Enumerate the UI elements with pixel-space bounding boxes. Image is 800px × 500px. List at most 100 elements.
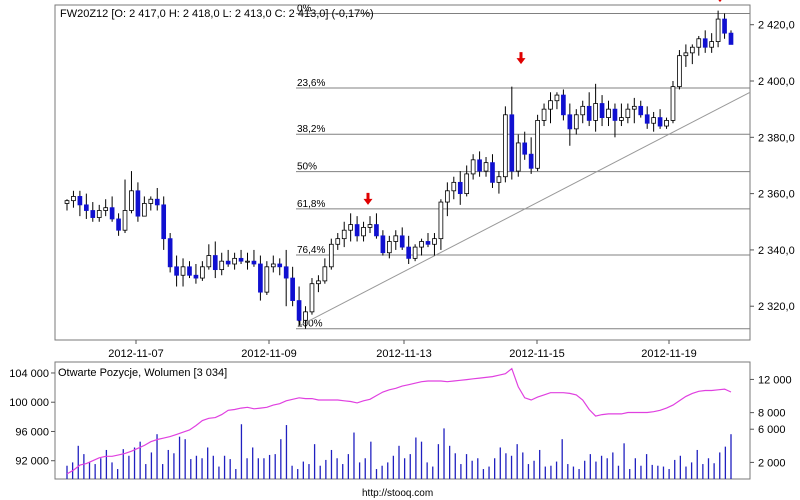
- price-panel: 0% 23,6% 38,2% 50% 61,8% 76,4% 100% FW20Z12 [O…: [54, 0, 751, 341]
- volume-axis: 2 000 6 000 8 000 12 000: [750, 374, 792, 469]
- oi-tick-label: 100 000: [9, 397, 49, 409]
- candle-body: [77, 196, 83, 206]
- open-interest-axis: 92 000 96 000 100 000 104 000: [9, 368, 55, 468]
- candle-body: [174, 266, 179, 276]
- candle-body: [561, 94, 566, 116]
- candle-body: [380, 235, 386, 254]
- candle-body: [483, 162, 489, 172]
- candle-body: [135, 190, 141, 217]
- candles: [64, 10, 734, 329]
- price-tick-label: 2 360,0: [758, 189, 795, 201]
- volume-panel: Otwarte Pozycje, Wolumen [3 034]: [54, 361, 751, 480]
- candle-body: [180, 266, 186, 276]
- candle-body: [432, 238, 437, 245]
- candle-body: [625, 108, 631, 119]
- volume-tick-label: 2 000: [758, 457, 786, 469]
- candle-body: [264, 266, 270, 293]
- candle-body: [606, 108, 611, 119]
- volume-tick-label: 12 000: [758, 374, 792, 386]
- candle-body: [335, 238, 341, 245]
- candle-body: [445, 190, 450, 203]
- volume-tick-label: 8 000: [758, 408, 786, 420]
- candle-body: [509, 114, 515, 172]
- candle-body: [689, 46, 695, 54]
- candle-body: [386, 241, 392, 254]
- candle-body: [522, 142, 528, 155]
- volume-tick-label: 6 000: [758, 424, 786, 436]
- fib-level-label: 0%: [297, 3, 312, 14]
- candle-body: [670, 86, 676, 121]
- candle-body: [316, 280, 321, 285]
- candle-body: [64, 200, 70, 204]
- candle-body: [593, 103, 598, 121]
- candle-body: [457, 181, 463, 195]
- candle-body: [251, 260, 257, 265]
- candle-body: [586, 105, 592, 121]
- date-tick-label: 2012-11-09: [241, 348, 296, 360]
- candle-body: [348, 224, 353, 231]
- candle-body: [599, 103, 605, 119]
- candle-body: [406, 246, 412, 259]
- candle-body: [161, 204, 167, 240]
- candle-body: [709, 41, 714, 48]
- candle-body: [142, 203, 147, 217]
- volume-panel-frame: [54, 361, 751, 480]
- candle-body: [206, 255, 212, 268]
- candle-body: [303, 311, 308, 321]
- candle-body: [270, 263, 276, 268]
- candle-body: [567, 114, 573, 130]
- price-axis: 2 320,0 2 340,0 2 360,0 2 380,0 2 400,0 2 420…: [750, 20, 795, 313]
- candle-body: [438, 201, 444, 240]
- candle-body: [464, 173, 470, 195]
- volume-bars: [66, 424, 732, 479]
- candle-body: [90, 210, 96, 218]
- price-tick-label: 2 340,0: [758, 245, 795, 257]
- candle-body: [258, 263, 263, 293]
- oi-tick-label: 104 000: [9, 368, 49, 380]
- candle-body: [200, 266, 205, 279]
- source-url: http://stooq.com: [362, 488, 433, 499]
- candle-body: [451, 181, 457, 192]
- fib-level-label: 100%: [297, 319, 323, 330]
- candle-body: [496, 176, 502, 183]
- candle-body: [419, 241, 424, 248]
- oi-tick-label: 92 000: [15, 456, 49, 468]
- candle-body: [232, 257, 237, 265]
- candle-body: [573, 114, 579, 130]
- candle-body: [638, 105, 644, 116]
- signal-arrow: [516, 52, 526, 65]
- date-axis: 2012-11-07 2012-11-09 2012-11-13 2012-11-15…: [108, 340, 697, 360]
- candle-body: [309, 283, 315, 313]
- candle-body: [290, 277, 295, 301]
- oi-tick-label: 96 000: [15, 426, 49, 438]
- candle-body: [187, 266, 192, 276]
- candle-body: [393, 235, 399, 242]
- signal-arrow: [363, 192, 373, 205]
- candle-body: [677, 55, 682, 88]
- candle-body: [109, 207, 115, 220]
- date-tick-label: 2012-11-15: [509, 348, 564, 360]
- candle-body: [612, 108, 618, 121]
- candle-body: [71, 196, 76, 202]
- candle-body: [702, 38, 708, 48]
- candle-body: [528, 153, 534, 169]
- candle-body: [193, 274, 199, 279]
- date-tick-label: 2012-11-07: [108, 348, 163, 360]
- price-panel-frame: [54, 4, 751, 341]
- candle-body: [541, 108, 547, 121]
- fib-level-label: 38,2%: [297, 124, 325, 135]
- candle-body: [728, 32, 734, 45]
- candle-body: [219, 260, 225, 271]
- candle-body: [296, 300, 302, 321]
- candle-body: [580, 105, 586, 116]
- candle-body: [96, 210, 102, 218]
- candle-body: [341, 229, 347, 240]
- candle-body: [148, 198, 154, 204]
- candle-body: [412, 246, 418, 259]
- candle-body: [245, 260, 250, 263]
- volume-legend: Otwarte Pozycje, Wolumen [3 034]: [58, 367, 227, 379]
- candle-body: [103, 207, 109, 211]
- candle-body: [367, 224, 373, 228]
- candle-body: [328, 243, 334, 268]
